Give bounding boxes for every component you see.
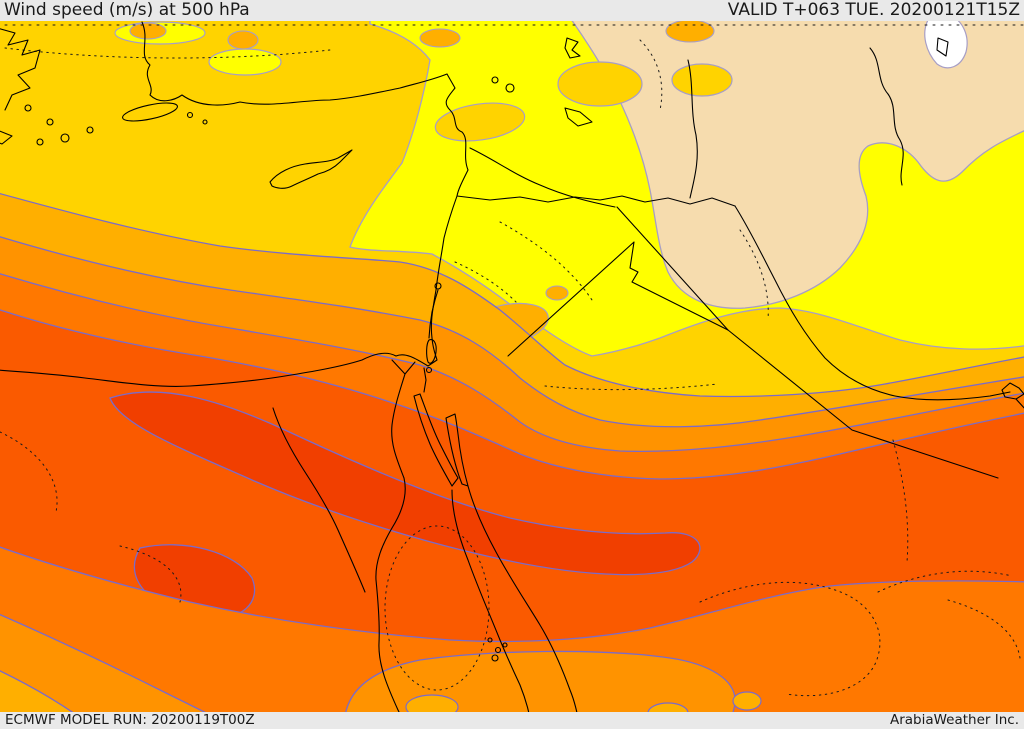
- amber-patch: [419, 28, 461, 48]
- iraq-iran-border: [734, 205, 1011, 401]
- gulf-of-aqaba: [445, 413, 469, 487]
- red-sea-island: [502, 642, 508, 648]
- aegean-island: [202, 119, 208, 125]
- dotted-line: [119, 545, 182, 603]
- dotted-line: [699, 581, 881, 697]
- greece-coast: [0, 28, 41, 111]
- header-bar: Wind speed (m/s) at 500 hPa VALID T+063 …: [0, 0, 1024, 21]
- amber-patch: [227, 30, 259, 50]
- lake-tuz: [564, 37, 581, 59]
- footer-bar: ECMWF MODEL RUN: 20200119T00Z ArabiaWeat…: [0, 712, 1024, 729]
- dotted-admin-oval: [384, 525, 490, 691]
- aegean-island: [24, 104, 32, 112]
- island-west-edge: [0, 130, 13, 145]
- dotted-line: [499, 221, 593, 301]
- gulf-of-suez: [413, 393, 459, 487]
- persian-gulf-tip: [1001, 382, 1024, 409]
- dotted-line: [892, 439, 909, 563]
- valid-time-label: VALID T+063 TUE. 20200121T15Z: [727, 0, 1020, 20]
- saudi-iraq-border: [727, 329, 999, 479]
- turkey-iraq-border: [687, 59, 698, 199]
- euphrates-river: [469, 147, 616, 208]
- red-sea-east-shore: [467, 485, 581, 729]
- gold-patch: [671, 63, 733, 97]
- dead-sea-south-basin: [425, 366, 433, 374]
- amber-patch: [665, 19, 715, 43]
- nile-delta-branch: [391, 359, 416, 375]
- band-deep-orange-south: [0, 546, 1024, 729]
- syria-iraq-border: [616, 206, 729, 331]
- credit-label: ArabiaWeather Inc.: [889, 712, 1019, 728]
- red-sea-island: [491, 654, 499, 662]
- map-title: Wind speed (m/s) at 500 hPa: [4, 0, 250, 20]
- gold-patch: [434, 102, 526, 142]
- dotted-line: [0, 431, 58, 513]
- jordan-river: [428, 289, 439, 339]
- aegean-island: [60, 133, 70, 143]
- cyprus-island: [269, 149, 353, 189]
- turkey-syria-iraq-border: [456, 195, 736, 207]
- suez-canal: [423, 367, 427, 393]
- red-sea-island: [494, 646, 502, 654]
- aegean-island: [86, 126, 94, 134]
- gold-patch: [557, 61, 643, 107]
- aegean-island: [46, 118, 54, 126]
- dead-sea: [426, 339, 437, 364]
- dotted-line: [454, 261, 517, 303]
- anatolian-lake: [564, 107, 593, 127]
- lake-urmia: [936, 37, 949, 57]
- turkey-iran-border: [869, 47, 904, 186]
- nile-river: [375, 373, 409, 729]
- yellow-patch: [208, 48, 282, 76]
- jordan-saudi-border: [507, 241, 729, 357]
- desert-track: [272, 407, 366, 593]
- aegean-island: [186, 111, 194, 119]
- amber-patch-small: [545, 285, 569, 301]
- dotted-line: [4, 47, 331, 59]
- red-sea-island: [487, 637, 493, 643]
- amber-patch: [129, 22, 167, 40]
- dotted-boundaries: [0, 24, 1024, 697]
- crete-island: [122, 102, 178, 122]
- dotted-line: [639, 39, 663, 111]
- amber-patch-south: [732, 691, 762, 711]
- red-sea-west-shore: [451, 489, 533, 729]
- dotted-line: [947, 599, 1021, 659]
- coastlines-and-borders: [0, 21, 1024, 729]
- anatolian-lake: [491, 76, 499, 84]
- model-run-label: ECMWF MODEL RUN: 20200119T00Z: [5, 712, 255, 728]
- turkey-levant-egypt-coast: [0, 21, 469, 387]
- sea-of-galilee: [434, 282, 442, 290]
- anatolian-lake: [505, 83, 515, 93]
- aegean-island: [36, 138, 44, 146]
